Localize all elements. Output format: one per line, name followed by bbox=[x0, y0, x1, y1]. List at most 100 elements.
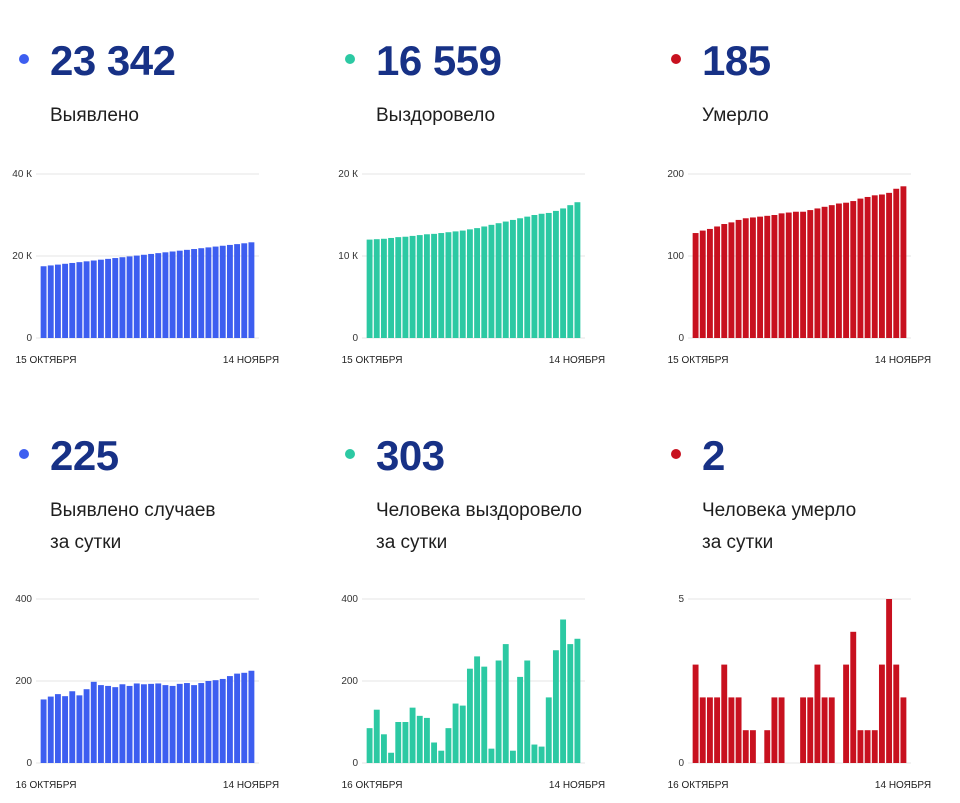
bar bbox=[126, 685, 133, 763]
bar bbox=[699, 697, 706, 763]
bar bbox=[893, 664, 900, 763]
bar bbox=[148, 253, 155, 338]
chart-total-detected: 0 20 К 40 К 15 ОКТЯБРЯ 14 НОЯБРЯ bbox=[12, 169, 279, 366]
total-detected-label: Выявлено bbox=[50, 105, 139, 126]
bar bbox=[785, 212, 792, 338]
bar bbox=[552, 650, 559, 763]
bar bbox=[714, 226, 721, 338]
chart-daily-deaths: 0 5 16 ОКТЯБРЯ 14 НОЯБРЯ bbox=[668, 594, 932, 791]
bar bbox=[900, 186, 907, 338]
bar bbox=[248, 670, 255, 763]
bar bbox=[452, 703, 459, 763]
x-end-label: 14 НОЯБРЯ bbox=[549, 780, 605, 791]
bar bbox=[864, 730, 871, 763]
daily-detected-label-line1: Выявлено случаев bbox=[50, 500, 216, 521]
bar bbox=[878, 664, 885, 763]
bar bbox=[212, 246, 219, 338]
x-end-label: 14 НОЯБРЯ bbox=[875, 355, 931, 366]
daily-recovered-label-line2: за сутки bbox=[376, 532, 448, 553]
y-tick-label: 0 bbox=[678, 758, 684, 769]
total-recovered-label: Выздоровело bbox=[376, 105, 496, 126]
bar bbox=[531, 744, 538, 763]
bar bbox=[133, 255, 140, 338]
bullet-dot bbox=[671, 54, 681, 64]
chart-daily-recovered: 0 200 400 16 ОКТЯБРЯ 14 НОЯБРЯ bbox=[341, 594, 605, 791]
bar bbox=[735, 697, 742, 763]
bar bbox=[198, 248, 205, 338]
bar bbox=[692, 664, 699, 763]
bar bbox=[112, 687, 119, 763]
bar bbox=[248, 242, 255, 338]
bar bbox=[183, 249, 190, 338]
bar bbox=[459, 230, 466, 338]
bar bbox=[459, 705, 466, 763]
x-start-label: 16 ОКТЯБРЯ bbox=[668, 780, 729, 791]
bar bbox=[574, 638, 581, 763]
bar bbox=[850, 201, 857, 338]
bar bbox=[878, 194, 885, 338]
bar bbox=[119, 257, 126, 338]
bar bbox=[524, 660, 531, 763]
x-start-label: 16 ОКТЯБРЯ bbox=[16, 780, 77, 791]
bar bbox=[416, 715, 423, 763]
daily-deaths-value: 2 bbox=[702, 432, 725, 479]
bar bbox=[366, 728, 373, 763]
bar bbox=[850, 631, 857, 763]
bar bbox=[205, 247, 212, 338]
bar bbox=[40, 699, 47, 763]
total-deaths-value: 185 bbox=[702, 37, 771, 84]
bar bbox=[62, 696, 69, 763]
bar bbox=[212, 680, 219, 763]
bar bbox=[706, 228, 713, 338]
bar bbox=[778, 697, 785, 763]
total-detected-value: 23 342 bbox=[50, 37, 176, 84]
y-tick-label: 20 К bbox=[12, 251, 32, 262]
bar bbox=[133, 683, 140, 763]
bar bbox=[119, 684, 126, 763]
bar bbox=[792, 211, 799, 338]
bar bbox=[76, 262, 83, 338]
bar bbox=[234, 673, 241, 763]
bar bbox=[438, 750, 445, 763]
bar bbox=[828, 205, 835, 338]
bar bbox=[552, 210, 559, 338]
bar bbox=[488, 224, 495, 338]
bar bbox=[409, 707, 416, 763]
bar bbox=[488, 748, 495, 763]
bar bbox=[219, 678, 226, 763]
bar bbox=[749, 217, 756, 338]
bar bbox=[821, 206, 828, 338]
bar bbox=[395, 722, 402, 763]
y-tick-label: 200 bbox=[15, 676, 32, 687]
bar bbox=[62, 263, 69, 338]
bar bbox=[517, 218, 524, 338]
bar bbox=[416, 235, 423, 338]
y-tick-label: 5 bbox=[678, 594, 684, 605]
y-tick-label: 400 bbox=[15, 594, 32, 605]
bar bbox=[241, 243, 248, 338]
bar bbox=[771, 215, 778, 338]
bar bbox=[560, 619, 567, 763]
y-tick-label: 0 bbox=[352, 758, 358, 769]
bar bbox=[373, 709, 380, 763]
bar bbox=[162, 685, 169, 763]
x-end-label: 14 НОЯБРЯ bbox=[223, 355, 279, 366]
bar bbox=[40, 266, 47, 338]
bar bbox=[226, 244, 233, 338]
bar bbox=[864, 196, 871, 338]
bar bbox=[466, 229, 473, 338]
bar bbox=[495, 223, 502, 338]
bar bbox=[481, 666, 488, 763]
bar bbox=[54, 264, 61, 338]
bar bbox=[474, 656, 481, 763]
bar bbox=[857, 730, 864, 763]
bar bbox=[735, 219, 742, 338]
bar bbox=[380, 238, 387, 338]
bar bbox=[545, 212, 552, 338]
bar bbox=[871, 730, 878, 763]
bullet-dot bbox=[345, 54, 355, 64]
bar bbox=[814, 208, 821, 338]
y-tick-label: 100 bbox=[667, 251, 684, 262]
bar bbox=[162, 252, 169, 338]
bar bbox=[886, 599, 893, 763]
